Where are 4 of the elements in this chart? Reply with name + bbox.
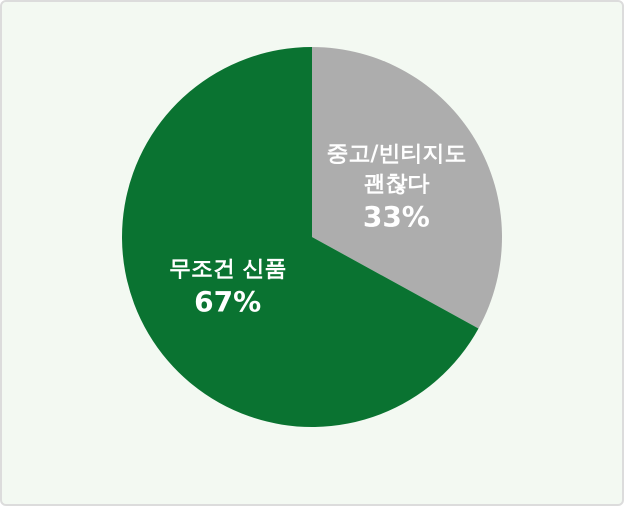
data-label: 67% (194, 285, 262, 318)
slice-label: 중고/빈티지도 괜찮다 (326, 142, 466, 197)
data-label: 33% (362, 200, 430, 234)
slice-label: 무조건 신품 (168, 256, 286, 282)
